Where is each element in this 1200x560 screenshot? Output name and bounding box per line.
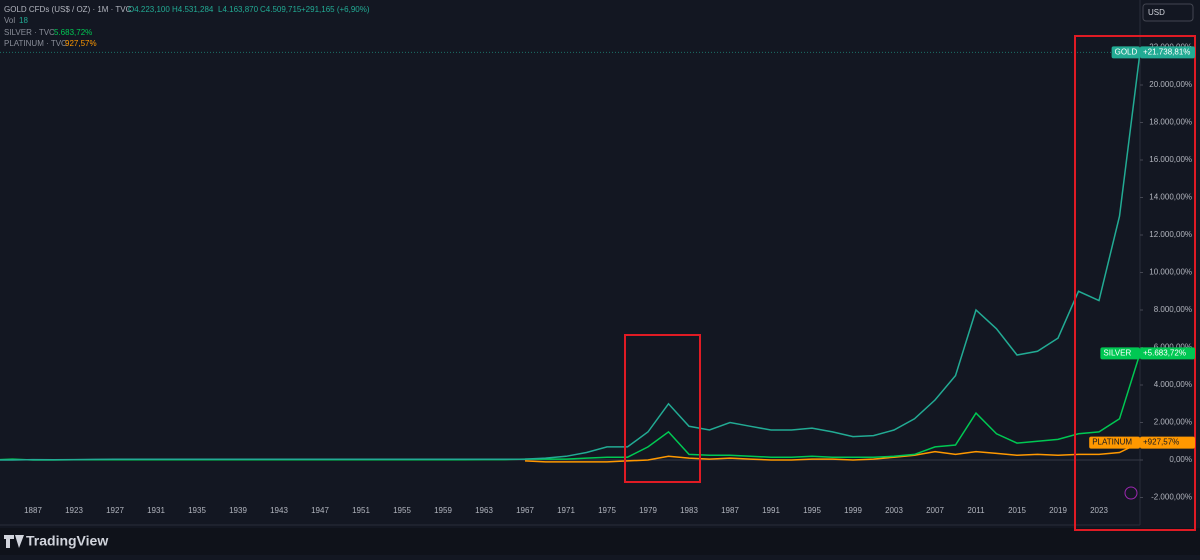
tag-value-bg [1140,436,1195,449]
brand[interactable]: TradingView [26,533,108,549]
x-tick-label: 1959 [434,506,452,515]
vol-label: Vol [4,16,15,25]
tag-name-bg [1089,436,1140,449]
low: L4.163,870 [218,5,259,14]
tag-value: +927,57% [1143,438,1179,447]
x-tick-label: 1975 [598,506,616,515]
series-line [0,52,1140,461]
y-tick-label: 14.000,00% [1149,193,1192,202]
x-tick-label: 2019 [1049,506,1067,515]
y-tick-label: 0,00% [1169,455,1192,464]
x-tick-label: 2011 [967,506,985,515]
x-tick-label: 1999 [844,506,862,515]
y-tick-label: 16.000,00% [1149,155,1192,164]
x-tick-label: 1951 [352,506,370,515]
x-tick-label: 1935 [188,506,206,515]
tag-name: SILVER [1103,349,1131,358]
tag-name-bg [1100,347,1140,360]
high: H4.531,284 [172,5,214,14]
x-tick-label: 1939 [229,506,247,515]
tag-value-bg [1140,46,1195,59]
x-tick-label: 1983 [680,506,698,515]
x-tick-label: 1947 [311,506,329,515]
tag-value: +21.738,81% [1143,48,1190,57]
currency[interactable]: USD [1148,8,1165,17]
series-line [524,441,1140,463]
y-tick-label: 6.000,00% [1154,343,1192,352]
tag-value-bg [1140,347,1195,360]
symbol: GOLD CFDs (US$ / OZ) · 1M · TVC [4,5,132,14]
y-tick-label: 10.000,00% [1149,268,1192,277]
y-tick-label: 12.000,00% [1149,230,1192,239]
close: C4.509,715 [260,5,302,14]
plot [0,51,1140,463]
logo-icon [4,535,24,548]
highlight-box [624,334,701,483]
x-tick-label: 2023 [1090,506,1108,515]
x-tick-label: 1991 [762,506,780,515]
currency-button[interactable] [1142,3,1194,22]
x-tick-label: 2015 [1008,506,1026,515]
tag-name: PLATINUM [1092,438,1132,447]
y-tick-label: 20.000,00% [1149,80,1192,89]
x-tick-label: 1955 [393,506,411,515]
x-tick-label: 2003 [885,506,903,515]
footer [0,528,1200,555]
x-tick-label: 1927 [106,506,124,515]
legend-silver: SILVER · TVC [4,28,55,37]
tag-name: GOLD [1115,48,1138,57]
open: O4.223,100 [128,5,170,14]
x-tick-label: 1987 [721,506,739,515]
y-tick-label: 2.000,00% [1154,418,1192,427]
legend-platinum-value: 927,57% [65,39,97,48]
x-tick-label: 1963 [475,506,493,515]
x-tick-label: 1931 [147,506,165,515]
tag-name-bg [1111,46,1140,59]
y-tick-label: -2.000,00% [1151,493,1192,502]
x-tick-label: 1943 [270,506,288,515]
y-tick-label: 8.000,00% [1154,305,1192,314]
highlight-box [1074,35,1196,531]
x-tick-label: 1887 [24,506,42,515]
change: +291,165 (+6,90%) [301,5,370,14]
x-tick-label: 2007 [926,506,944,515]
y-tick-label: 4.000,00% [1154,380,1192,389]
lightning-icon[interactable] [1124,486,1138,500]
x-tick-label: 1979 [639,506,657,515]
x-tick-label: 1995 [803,506,821,515]
y-tick-label: 18.000,00% [1149,118,1192,127]
x-tick-label: 1967 [516,506,534,515]
legend-silver-value: 5.683,72% [54,28,92,37]
vol-value: 18 [19,16,28,25]
tag-value: +5.683,72% [1143,349,1186,358]
legend-platinum: PLATINUM · TVC [4,39,67,48]
x-tick-label: 1923 [65,506,83,515]
x-tick-label: 1971 [557,506,575,515]
